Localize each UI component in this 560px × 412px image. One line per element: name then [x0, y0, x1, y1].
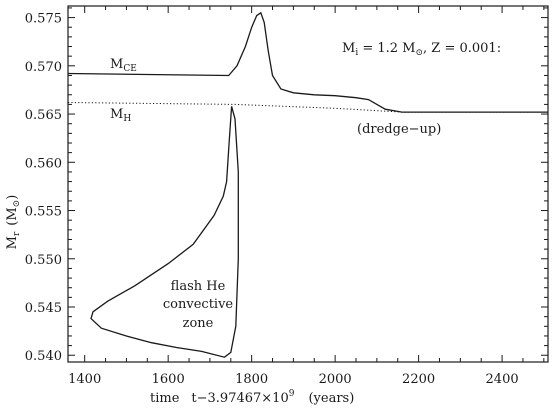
he-zone-label-line3: zone [183, 316, 214, 331]
plot-curves [67, 11, 548, 358]
y-tick-label: 0.555 [25, 205, 62, 220]
series-mh-line [67, 102, 548, 113]
y-tick-label: 0.545 [25, 301, 62, 316]
x-tick-label: 1800 [235, 372, 268, 387]
x-tick-label: 2000 [319, 372, 352, 387]
dredge-up-annotation: (dredge−up) [357, 122, 441, 137]
y-tick-label: 0.570 [25, 60, 62, 75]
series-mce-line [67, 11, 548, 113]
he-convective-zone-outline [90, 106, 239, 358]
x-tick-label: 1600 [152, 372, 185, 387]
he-zone-label-line1: flash He [171, 279, 226, 294]
plot-axes: 1400 1600 1800 2000 2200 2400 0.540 0.545 0.550 0… [25, 5, 549, 387]
y-tick-label: 0.565 [25, 108, 62, 123]
y-tick-label: 0.550 [25, 253, 62, 268]
series-label-mce: MCE [110, 57, 137, 74]
y-tick-label: 0.560 [25, 156, 62, 171]
x-tick-label: 1400 [68, 372, 101, 387]
y-tick-label: 0.575 [25, 12, 62, 27]
x-tick-label: 2200 [402, 372, 435, 387]
plot-labels: MCE MH Mi = 1.2 M⊙, Z = 0.001: (dredge−u… [5, 41, 501, 406]
series-label-mh: MH [110, 107, 131, 124]
he-zone-label-line2: convective [163, 297, 234, 312]
x-tick-label: 2400 [486, 372, 519, 387]
y-axis-label: Mr(M⊙) [5, 195, 22, 250]
y-tick-label: 0.540 [25, 349, 62, 364]
x-axis-label: time t−3.97467×109 (years) [150, 389, 354, 406]
plot-frame [67, 5, 549, 363]
model-parameters: Mi = 1.2 M⊙, Z = 0.001: [342, 41, 501, 58]
